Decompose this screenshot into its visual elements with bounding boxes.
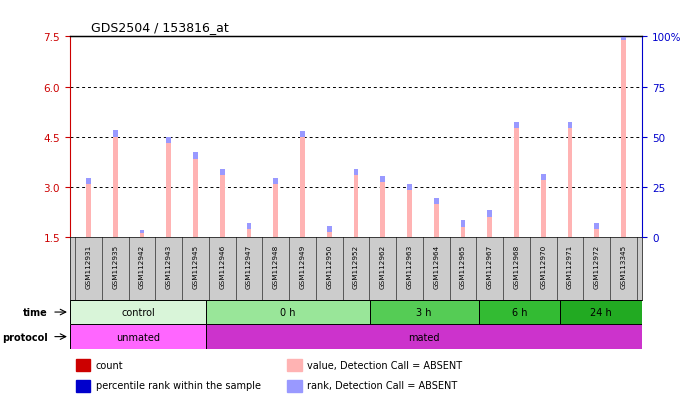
- Text: rank, Detection Call = ABSENT: rank, Detection Call = ABSENT: [307, 380, 458, 390]
- Bar: [193, 159, 198, 237]
- Bar: [479, 300, 560, 325]
- Bar: [380, 183, 385, 237]
- Text: GSM113345: GSM113345: [621, 244, 626, 288]
- Text: GSM112970: GSM112970: [540, 244, 547, 288]
- Bar: [166, 138, 171, 144]
- Bar: [75, 359, 90, 371]
- Bar: [140, 234, 144, 237]
- Bar: [487, 218, 492, 237]
- Text: GSM112963: GSM112963: [406, 244, 413, 288]
- Bar: [113, 131, 118, 138]
- Text: 6 h: 6 h: [512, 307, 527, 317]
- Text: GSM112950: GSM112950: [326, 244, 332, 288]
- Text: 24 h: 24 h: [591, 307, 612, 317]
- Bar: [220, 169, 225, 176]
- Text: GSM112931: GSM112931: [86, 244, 91, 288]
- Bar: [70, 300, 206, 325]
- Bar: [541, 181, 546, 237]
- Bar: [380, 176, 385, 183]
- Text: GSM112947: GSM112947: [246, 244, 252, 288]
- Bar: [487, 211, 492, 218]
- Bar: [541, 174, 546, 181]
- Text: GSM112935: GSM112935: [112, 244, 118, 288]
- Bar: [327, 227, 332, 233]
- Text: count: count: [96, 360, 123, 370]
- Bar: [193, 152, 198, 159]
- Bar: [140, 230, 144, 234]
- Bar: [560, 300, 642, 325]
- Bar: [514, 129, 519, 237]
- Text: GSM112967: GSM112967: [487, 244, 493, 288]
- Text: GSM112968: GSM112968: [514, 244, 519, 288]
- Bar: [594, 229, 599, 237]
- Text: value, Detection Call = ABSENT: value, Detection Call = ABSENT: [307, 360, 463, 370]
- Bar: [514, 122, 519, 129]
- Text: unmated: unmated: [116, 332, 160, 342]
- Text: GSM112949: GSM112949: [299, 244, 306, 288]
- Text: time: time: [23, 307, 48, 317]
- Bar: [434, 198, 438, 204]
- Text: GSM112942: GSM112942: [139, 244, 145, 288]
- Text: 0 h: 0 h: [280, 307, 295, 317]
- Text: GSM112946: GSM112946: [219, 244, 225, 288]
- Text: GSM112943: GSM112943: [165, 244, 172, 288]
- Bar: [206, 325, 642, 349]
- Bar: [327, 233, 332, 237]
- Bar: [300, 131, 305, 138]
- Text: GSM112952: GSM112952: [353, 244, 359, 288]
- Bar: [246, 229, 251, 237]
- Text: control: control: [121, 307, 155, 317]
- Bar: [621, 40, 626, 237]
- Bar: [354, 176, 358, 237]
- Bar: [567, 129, 572, 237]
- Bar: [461, 221, 466, 227]
- Bar: [621, 31, 626, 40]
- Bar: [594, 223, 599, 229]
- Text: GSM112962: GSM112962: [380, 244, 386, 288]
- Text: GSM112972: GSM112972: [594, 244, 600, 288]
- Bar: [370, 300, 479, 325]
- Text: GSM112948: GSM112948: [273, 244, 279, 288]
- Text: percentile rank within the sample: percentile rank within the sample: [96, 380, 260, 390]
- Bar: [407, 191, 412, 237]
- Bar: [70, 325, 206, 349]
- Bar: [407, 185, 412, 191]
- Bar: [220, 176, 225, 237]
- Bar: [354, 170, 358, 176]
- Bar: [113, 138, 118, 237]
- Text: GSM112965: GSM112965: [460, 244, 466, 288]
- Text: GSM112964: GSM112964: [433, 244, 439, 288]
- Text: GSM112971: GSM112971: [567, 244, 573, 288]
- Bar: [274, 178, 278, 184]
- Text: 3 h: 3 h: [417, 307, 432, 317]
- Bar: [434, 204, 438, 237]
- Bar: [246, 223, 251, 229]
- Text: GSM112945: GSM112945: [193, 244, 198, 288]
- Bar: [86, 184, 91, 237]
- Text: GDS2504 / 153816_at: GDS2504 / 153816_at: [91, 21, 228, 34]
- Bar: [288, 359, 302, 371]
- Bar: [300, 138, 305, 237]
- Text: mated: mated: [408, 332, 440, 342]
- Text: protocol: protocol: [2, 332, 48, 342]
- Bar: [567, 122, 572, 129]
- Bar: [206, 300, 370, 325]
- Bar: [86, 178, 91, 184]
- Bar: [75, 380, 90, 392]
- Bar: [166, 144, 171, 237]
- Bar: [288, 380, 302, 392]
- Bar: [461, 227, 466, 237]
- Bar: [274, 184, 278, 237]
